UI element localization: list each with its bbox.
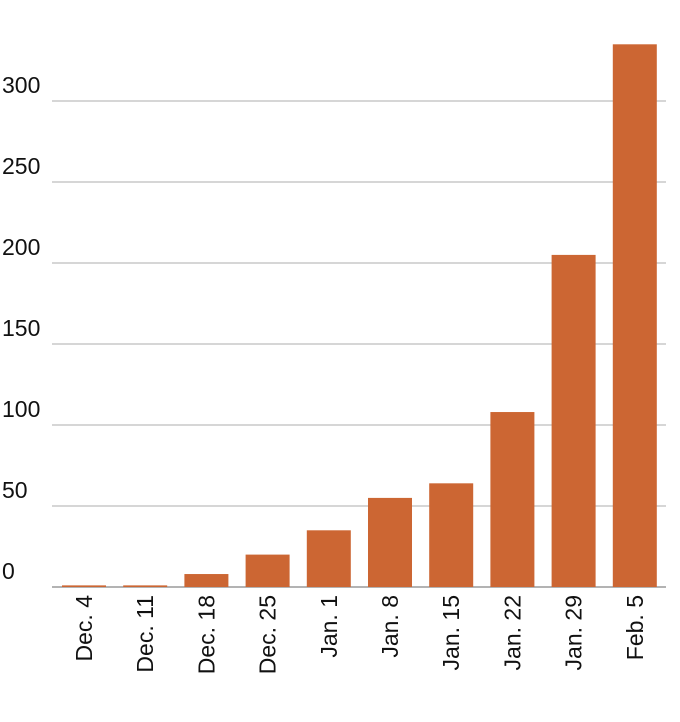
y-tick-label: 250 (2, 153, 40, 179)
x-tick-label: Feb. 5 (622, 595, 648, 660)
x-tick-label: Jan. 29 (561, 595, 587, 670)
bar (184, 574, 229, 587)
x-tick-label: Dec. 11 (132, 595, 158, 673)
bar (490, 412, 535, 587)
y-tick-label: 100 (2, 396, 40, 422)
bar (551, 254, 596, 587)
y-tick-label: 200 (2, 234, 40, 260)
bar (306, 530, 351, 587)
gridlines (52, 100, 666, 588)
x-tick-label: Jan. 1 (316, 595, 342, 658)
y-tick-label: 150 (2, 315, 40, 341)
x-tick-label: Jan. 8 (377, 595, 403, 658)
y-tick-label: 300 (2, 72, 40, 98)
x-axis-tick-labels: Dec. 4 Dec. 11 Dec. 18 Dec. 25 Jan. 1 Jan. 8 J… (71, 595, 648, 674)
bar (429, 483, 474, 587)
y-axis-tick-labels: 0 50 100 150 200 250 300 (2, 72, 40, 584)
x-tick-label: Dec. 4 (71, 595, 97, 662)
bar (62, 585, 106, 587)
x-tick-label: Jan. 15 (438, 595, 464, 670)
bar (612, 44, 657, 588)
x-tick-label: Dec. 25 (255, 595, 281, 674)
bar (123, 585, 168, 587)
y-tick-label: 0 (2, 558, 15, 584)
x-tick-label: Jan. 22 (499, 595, 525, 670)
bar (245, 554, 290, 587)
x-tick-label: Dec. 18 (193, 595, 219, 674)
y-tick-label: 50 (2, 477, 28, 503)
bars (62, 44, 657, 588)
bar (368, 497, 412, 587)
